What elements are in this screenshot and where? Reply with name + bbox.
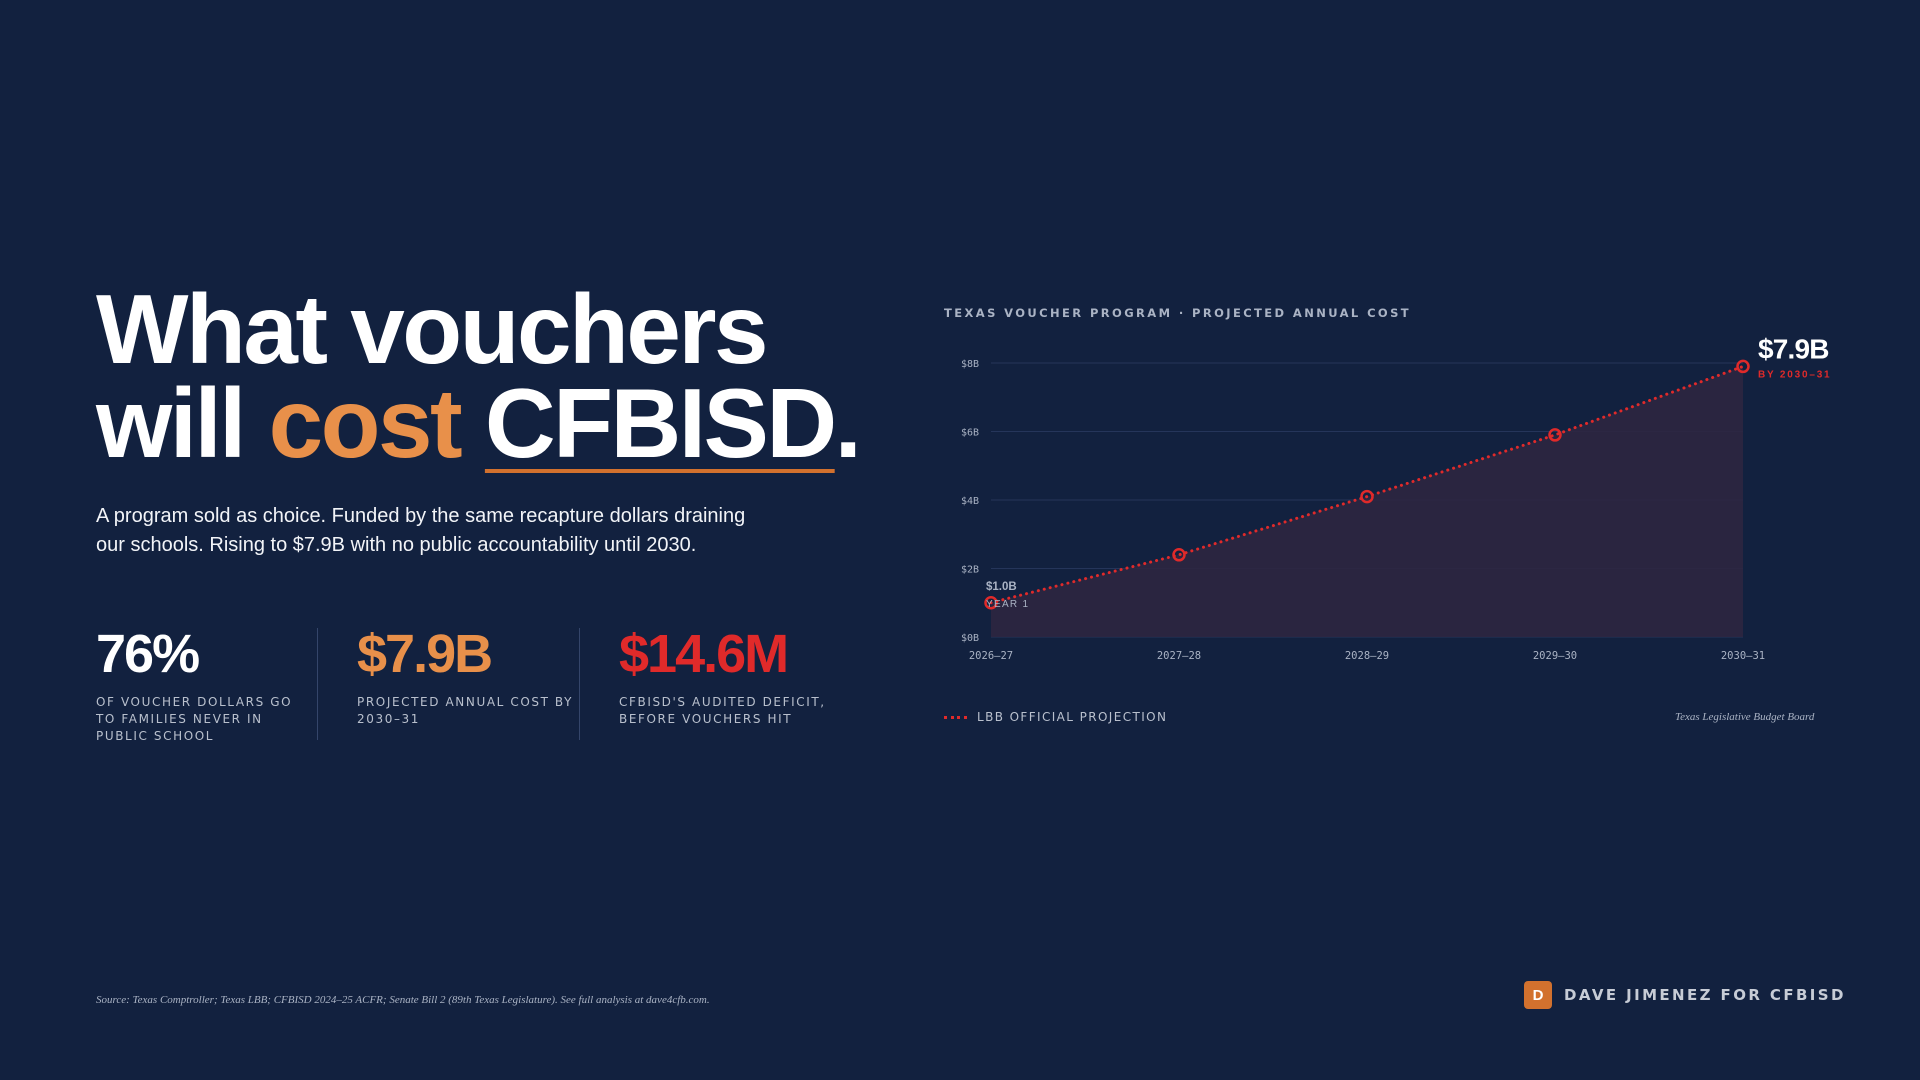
headline-accent-word: cost bbox=[268, 368, 463, 478]
cost-line-chart: $0B $2B $4B $6B $8B 2026–27 2027–28 2028–29 2029… bbox=[961, 333, 1831, 662]
headline-space bbox=[460, 368, 485, 478]
stat-voucher-share: 76% OF VOUCHER DOLLARS GO TO FAMILIES NE… bbox=[96, 624, 316, 743]
stat-audited-deficit: $14.6M CFBISD'S AUDITED DEFICIT, BEFORE … bbox=[579, 624, 859, 740]
subhead: A program sold as choice. Funded by the … bbox=[96, 505, 746, 556]
chart-title: TEXAS VOUCHER PROGRAM · PROJECTED ANNUAL… bbox=[944, 306, 1412, 320]
chart-legend: LBB OFFICIAL PROJECTION bbox=[944, 710, 1167, 724]
x-tick-label: 2030–31 bbox=[1721, 650, 1765, 662]
legend-label: LBB OFFICIAL PROJECTION bbox=[977, 710, 1168, 724]
chart-source: Texas Legislative Budget Board bbox=[1675, 711, 1815, 723]
projection-line bbox=[989, 364, 1745, 605]
data-point bbox=[984, 596, 998, 610]
end-value-label: $7.9B bbox=[1758, 333, 1829, 364]
data-point bbox=[1360, 489, 1374, 504]
y-tick-label: $0B bbox=[961, 633, 979, 644]
legend-dotted-line-icon bbox=[944, 715, 967, 719]
x-tick-label: 2029–30 bbox=[1533, 650, 1577, 662]
brand-name: DAVE JIMENEZ FOR CFBISD bbox=[1564, 986, 1846, 1004]
stat-label: OF VOUCHER DOLLARS GO TO FAMILIES NEVER … bbox=[96, 695, 293, 743]
headline-period: . bbox=[834, 368, 862, 478]
x-tick-label: 2027–28 bbox=[1157, 650, 1201, 662]
stat-label: CFBISD'S AUDITED DEFICIT, BEFORE VOUCHER… bbox=[619, 695, 826, 726]
end-year-label: BY 2030–31 bbox=[1758, 369, 1831, 380]
stat-value: $7.9B bbox=[357, 624, 493, 684]
stat-value: 76% bbox=[96, 624, 200, 684]
x-tick-label: 2026–27 bbox=[969, 650, 1013, 662]
stat-value: $14.6M bbox=[619, 624, 789, 684]
start-year-label: YEAR 1 bbox=[986, 599, 1029, 610]
y-tick-label: $6B bbox=[961, 428, 979, 439]
stats-row: 76% OF VOUCHER DOLLARS GO TO FAMILIES NE… bbox=[96, 624, 859, 743]
source-footnote: Source: Texas Comptroller; Texas LBB; CF… bbox=[96, 994, 710, 1006]
stat-label: PROJECTED ANNUAL COST BY 2030–31 bbox=[357, 695, 574, 726]
headline-line-2-prefix: will bbox=[96, 368, 269, 478]
y-tick-label: $2B bbox=[961, 565, 979, 576]
headline-line-1: What vouchers bbox=[96, 274, 768, 384]
y-tick-label: $4B bbox=[961, 496, 979, 507]
headline: What vouchers will cost CFBISD. bbox=[96, 280, 862, 472]
data-point bbox=[1548, 428, 1562, 442]
y-tick-label: $8B bbox=[961, 359, 979, 370]
campaign-brand: D DAVE JIMENEZ FOR CFBISD bbox=[1524, 980, 1846, 1010]
data-point bbox=[1172, 548, 1186, 562]
x-tick-label: 2028–29 bbox=[1345, 650, 1389, 662]
brand-logo-badge: D bbox=[1524, 981, 1552, 1009]
headline-district-name: CFBISD bbox=[484, 368, 837, 478]
stat-projected-cost: $7.9B PROJECTED ANNUAL COST BY 2030–31 bbox=[317, 624, 578, 740]
start-value-label: $1.0B bbox=[986, 581, 1017, 593]
data-point bbox=[1736, 359, 1750, 374]
